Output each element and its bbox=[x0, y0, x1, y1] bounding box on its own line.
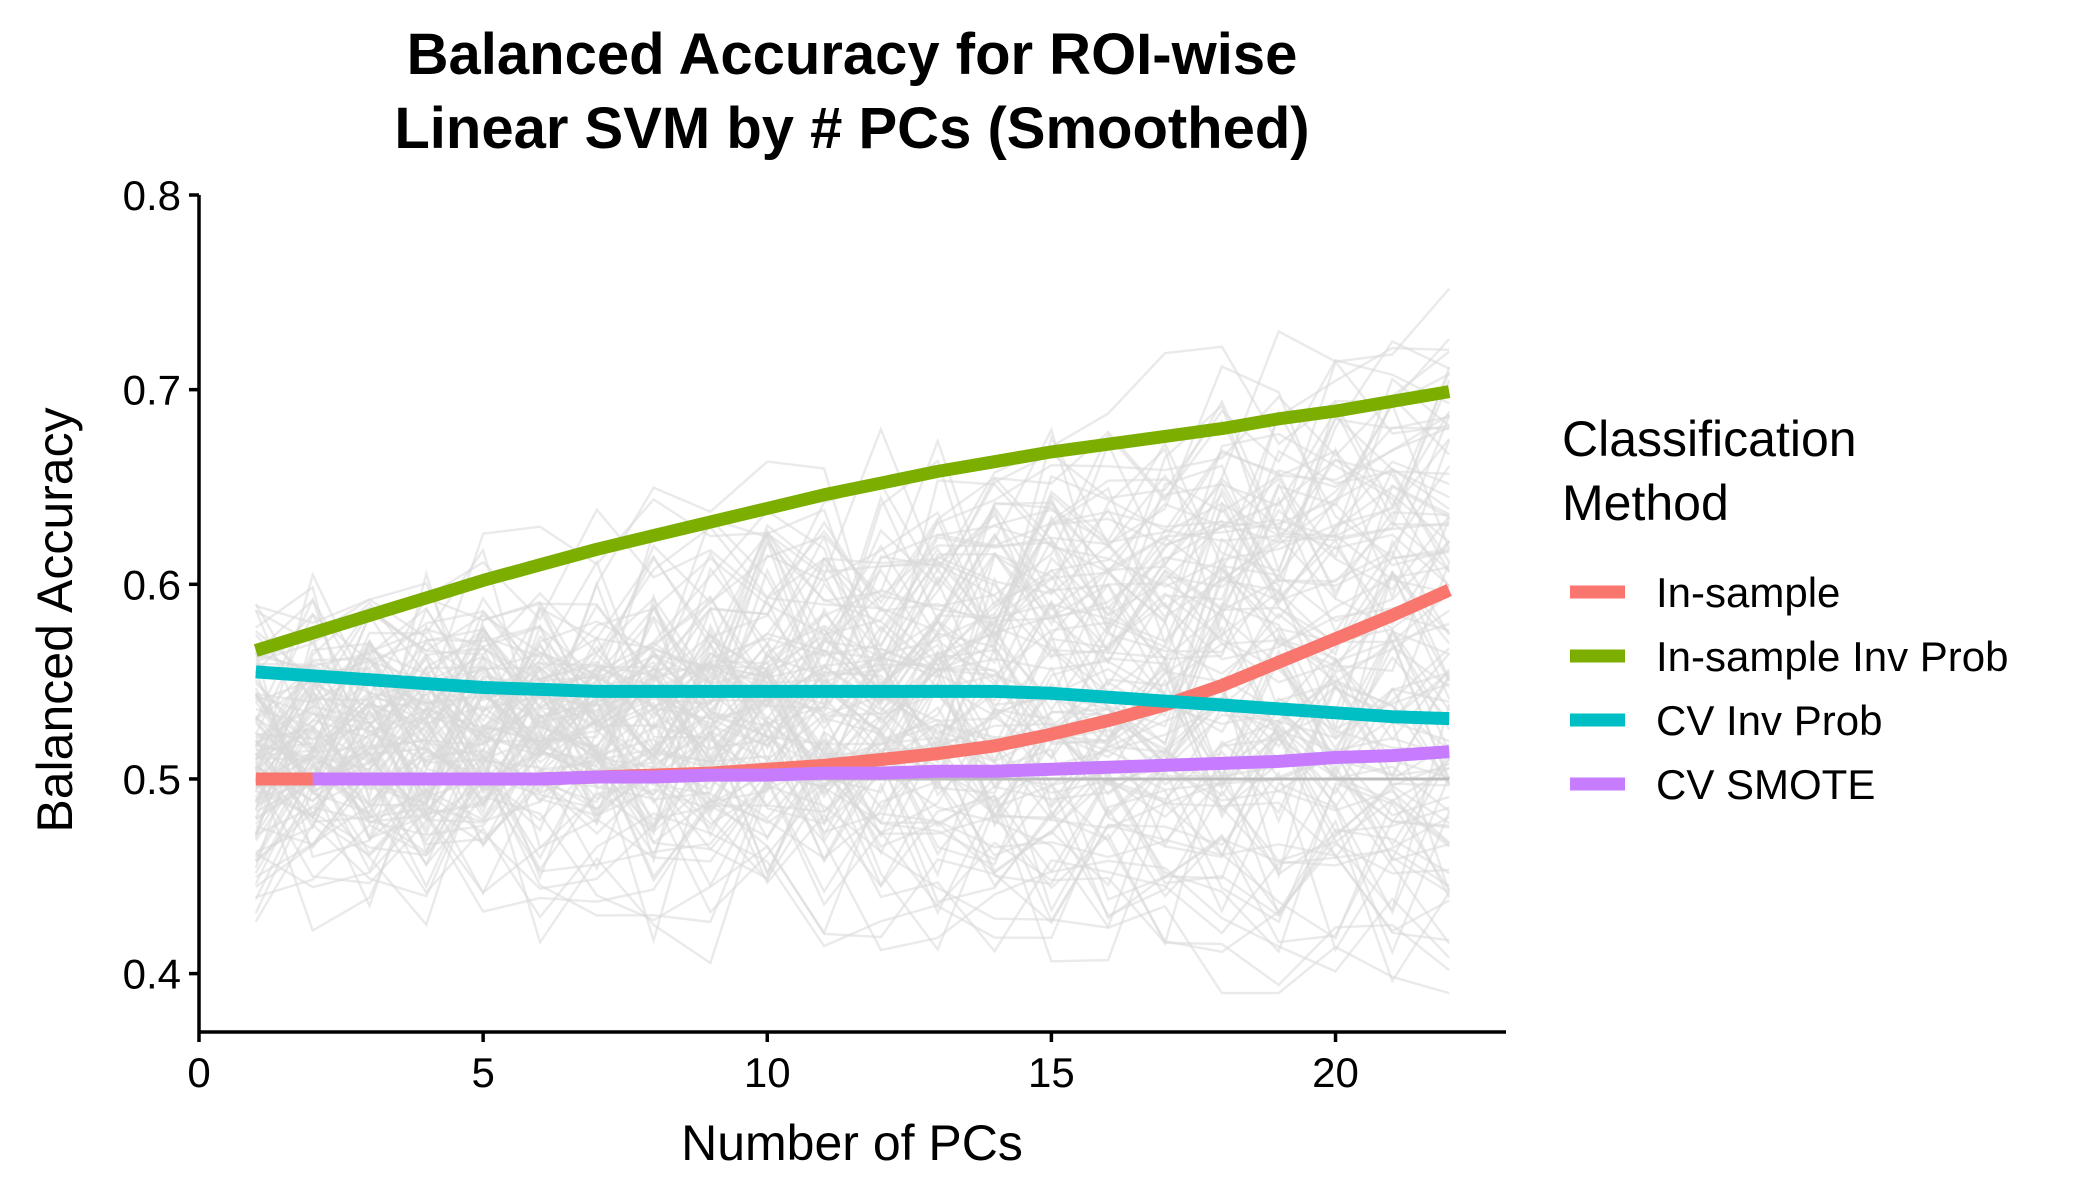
y-tick-label: 0.5 bbox=[123, 756, 181, 803]
x-tick-label: 20 bbox=[1312, 1049, 1359, 1096]
background-line bbox=[254, 379, 1451, 782]
background-lines bbox=[254, 287, 1451, 995]
background-line bbox=[255, 350, 1450, 811]
y-tick-label: 0.6 bbox=[123, 561, 181, 608]
series-line-in-sample-inv-prob bbox=[253, 385, 1451, 657]
x-tick-label: 15 bbox=[1028, 1049, 1075, 1096]
y-axis-title: Balanced Accuracy bbox=[27, 407, 83, 832]
x-tick-label: 10 bbox=[744, 1049, 791, 1096]
background-line bbox=[255, 739, 1451, 973]
x-axis-title: Number of PCs bbox=[681, 1115, 1023, 1171]
background-line bbox=[254, 746, 1450, 995]
background-line bbox=[254, 426, 1450, 842]
y-tick-label: 0.4 bbox=[123, 951, 181, 998]
series-lines bbox=[253, 385, 1452, 786]
background-line bbox=[255, 803, 1450, 987]
chart-title-line-2: Linear SVM by # PCs (Smoothed) bbox=[394, 96, 1309, 161]
x-tick-label: 0 bbox=[187, 1049, 210, 1096]
background-line bbox=[255, 555, 1451, 782]
background-line bbox=[255, 399, 1451, 802]
legend-label: In-sample Inv Prob bbox=[1656, 633, 2009, 680]
background-line bbox=[255, 741, 1450, 939]
x-axis-ticks: 0 5 10 15 20 bbox=[187, 1032, 1359, 1096]
y-tick-label: 0.7 bbox=[123, 367, 181, 414]
series-line-cv-smote bbox=[312, 745, 1450, 786]
series-line-cv-inv-prob bbox=[255, 665, 1450, 726]
background-line bbox=[255, 502, 1450, 837]
background-line bbox=[254, 656, 1450, 810]
y-axis-ticks: 0.4 0.5 0.6 0.7 0.8 bbox=[123, 172, 199, 998]
background-line bbox=[254, 745, 1451, 954]
background-line bbox=[255, 338, 1451, 716]
legend-label: In-sample bbox=[1656, 569, 1840, 616]
background-line bbox=[255, 449, 1450, 846]
x-tick-label: 5 bbox=[471, 1049, 494, 1096]
background-line bbox=[255, 458, 1451, 770]
legend: In-sample In-sample Inv Prob CV Inv Prob CV… bbox=[1570, 569, 2009, 808]
background-line bbox=[255, 438, 1451, 854]
chart-title-line-1: Balanced Accuracy for ROI-wise bbox=[407, 22, 1298, 87]
background-line bbox=[254, 561, 1451, 809]
background-line bbox=[255, 702, 1451, 878]
y-tick-label: 0.8 bbox=[123, 172, 181, 219]
background-line bbox=[255, 662, 1450, 944]
background-line bbox=[254, 630, 1450, 837]
legend-label: CV Inv Prob bbox=[1656, 697, 1882, 744]
legend-title-line-2: Method bbox=[1562, 475, 1729, 531]
legend-title-line-1: Classification bbox=[1562, 411, 1857, 467]
background-line bbox=[254, 476, 1450, 706]
background-line bbox=[255, 612, 1450, 815]
legend-label: CV SMOTE bbox=[1656, 761, 1875, 808]
